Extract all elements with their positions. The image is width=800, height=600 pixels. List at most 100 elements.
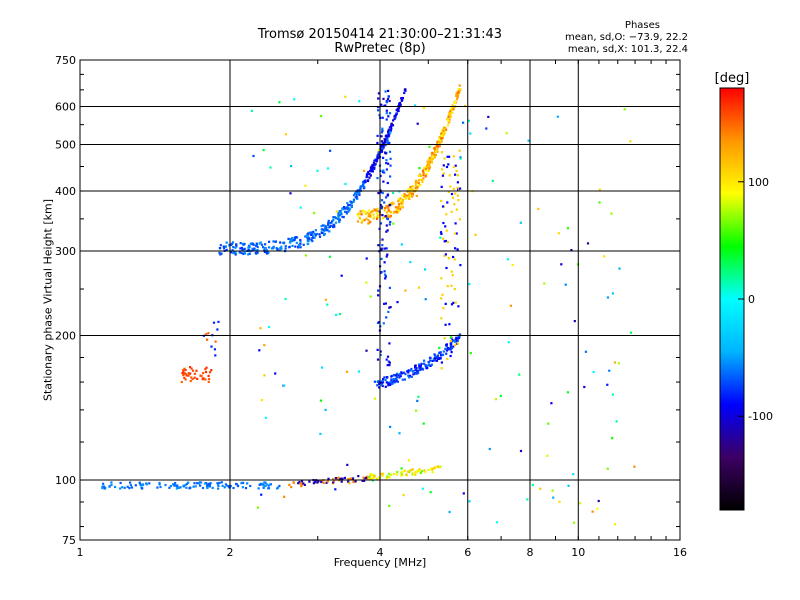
data-point [430,467,433,470]
data-point [370,169,374,172]
data-point [384,207,387,210]
data-point [256,506,259,509]
data-point [272,240,275,243]
data-point [380,271,383,274]
data-point [462,492,465,495]
data-point [184,483,187,486]
data-point [434,153,437,157]
data-point [386,181,389,185]
data-point [332,481,335,484]
data-point [446,155,449,158]
data-point [424,298,427,301]
data-point [432,357,435,360]
data-point [455,336,458,339]
data-point [377,97,380,100]
data-point [366,211,369,214]
data-point [361,479,364,482]
data-point [387,115,390,118]
data-point [289,238,292,241]
data-point [333,223,336,226]
data-point [354,480,357,483]
data-point [409,185,412,189]
data-point [372,216,375,219]
data-point [387,95,390,98]
data-point [426,165,429,168]
data-point [340,477,343,480]
data-point [225,241,228,244]
data-point [193,376,196,379]
data-point [379,204,382,207]
data-point [395,208,398,211]
data-point [235,245,238,248]
data-point [424,169,427,172]
data-point [377,244,380,247]
data-point [220,252,223,255]
data-point [531,483,534,487]
data-point [388,504,391,507]
data-point [346,202,349,205]
data-point [387,472,390,475]
data-point [611,393,614,396]
data-point [388,306,391,309]
data-point [234,246,237,249]
data-point [234,253,237,256]
data-point [263,481,266,484]
data-point [519,449,523,453]
data-point [183,367,186,370]
data-point [119,481,122,485]
data-point [427,168,431,171]
data-point [393,381,396,384]
data-point [130,486,134,489]
data-point [543,282,546,285]
data-point [451,196,455,199]
data-point [438,140,441,143]
data-point [381,147,384,150]
y-tick-label: 200 [55,330,76,343]
data-point [378,151,381,154]
data-point [596,507,599,510]
data-point [566,391,569,394]
data-point [450,303,454,306]
data-point [376,209,379,212]
data-point [196,377,199,380]
data-point [401,470,404,473]
data-point [190,367,193,370]
phase-o-stats: mean, sd,O: −73.9, 22.2 [565,32,688,43]
data-point [566,227,569,230]
data-point [326,229,329,232]
data-point [185,482,189,485]
data-point [441,174,444,177]
data-point [218,251,221,254]
data-point [414,372,417,375]
data-point [378,476,381,479]
data-point [446,357,449,361]
data-point [388,223,391,226]
data-point [102,485,105,488]
data-point [156,486,159,489]
data-point [262,149,265,152]
data-point [177,486,180,489]
data-point [419,364,422,367]
data-point [611,292,614,295]
data-point [193,372,196,375]
data-point [427,160,430,163]
data-point [454,301,457,304]
data-point [193,482,196,485]
data-point [336,217,340,221]
data-point [228,244,231,247]
data-point [376,216,379,219]
data-point [376,321,380,324]
data-point [194,485,197,488]
data-point [217,484,220,487]
data-point [209,371,212,374]
data-point [444,253,447,256]
data-point [450,106,453,109]
data-point [452,301,455,304]
data-point [440,232,443,235]
data-point [356,197,359,200]
data-point [308,231,311,234]
data-point [367,219,370,222]
data-point [415,194,418,197]
data-point [440,185,443,188]
data-point [345,370,349,373]
